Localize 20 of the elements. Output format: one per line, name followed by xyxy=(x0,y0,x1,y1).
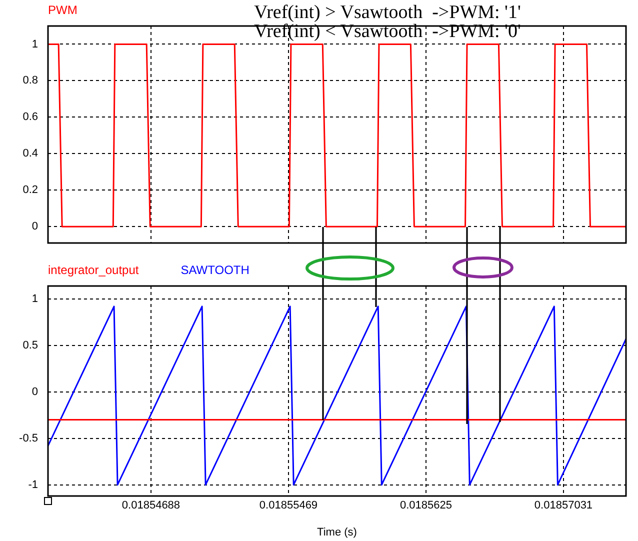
y-tick-label: -1 xyxy=(28,478,38,491)
text: PWM xyxy=(48,3,78,17)
text: SAWTOOTH xyxy=(180,263,250,277)
y-tick-label: 0.8 xyxy=(22,74,38,87)
x-tick-label: 0.01855469 xyxy=(259,500,318,512)
y-tick-label: 0 xyxy=(32,220,38,233)
text: integrator_output xyxy=(48,263,139,277)
x-axis-title: Time (s) xyxy=(317,526,357,538)
y-tick-label: 0.2 xyxy=(22,184,38,196)
text: Vref(int) > Vsawtooth ->PWM: '1' xyxy=(254,2,521,24)
y-tick-label: 1 xyxy=(32,293,38,306)
y-tick-label: -0.5 xyxy=(19,432,38,444)
y-tick-label: 1 xyxy=(32,38,38,50)
y-tick-label: 0.6 xyxy=(22,111,38,124)
y-tick-label: 0.5 xyxy=(22,340,38,352)
x-tick-label: 0.01857031 xyxy=(534,500,593,512)
x-tick-label: 0.0185625 xyxy=(400,500,452,512)
y-tick-label: 0.4 xyxy=(22,148,38,160)
x-tick-label: 0.01854688 xyxy=(122,500,180,512)
y-tick-label: 0 xyxy=(32,386,38,398)
